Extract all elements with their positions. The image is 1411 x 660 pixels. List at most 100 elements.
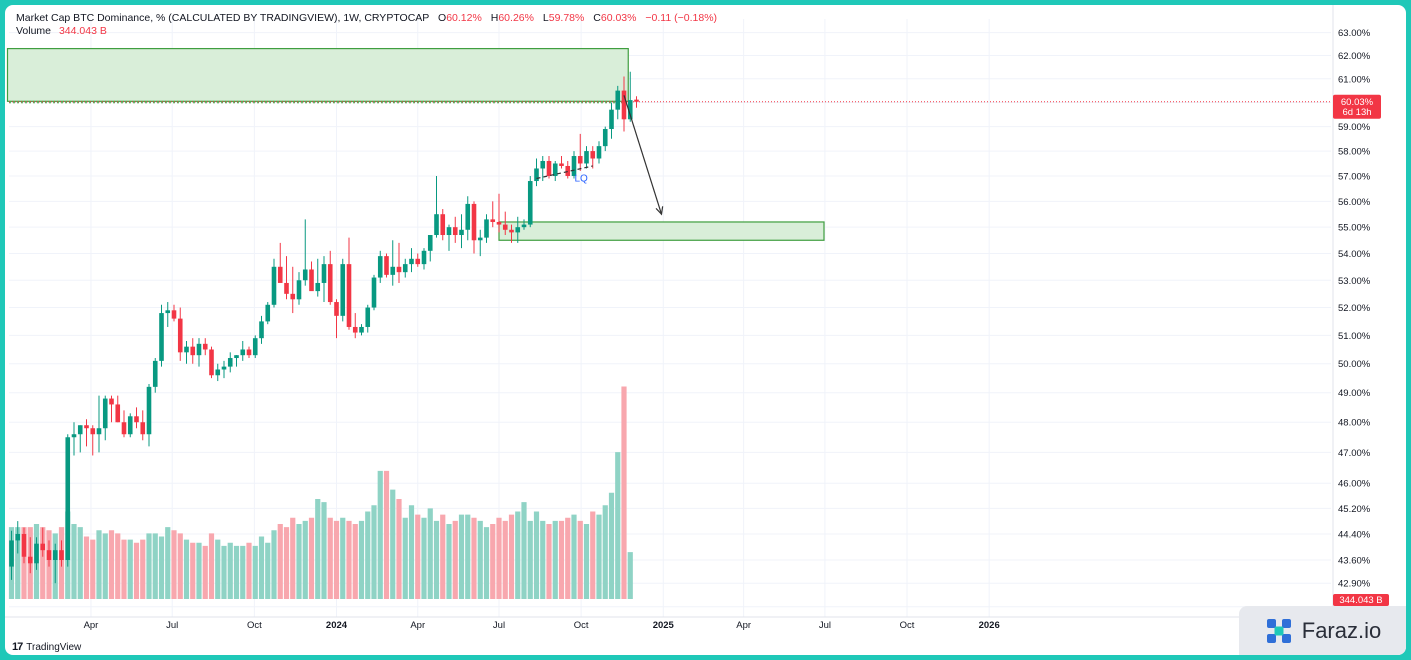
volume-bar bbox=[171, 530, 177, 599]
volume-bar bbox=[190, 542, 196, 599]
candle bbox=[584, 146, 589, 169]
candle bbox=[146, 383, 152, 447]
candle-body bbox=[427, 235, 433, 251]
candle bbox=[621, 76, 627, 132]
volume-bar bbox=[127, 539, 133, 599]
candle bbox=[109, 395, 114, 423]
candle bbox=[15, 521, 21, 554]
candle-body bbox=[271, 266, 277, 305]
candle-body bbox=[302, 269, 308, 281]
y-tick-label: 47.00% bbox=[1338, 448, 1371, 459]
candle bbox=[602, 126, 608, 152]
candle-body bbox=[121, 422, 127, 435]
volume-bar bbox=[421, 517, 427, 599]
candle bbox=[40, 527, 46, 557]
candle-body bbox=[296, 280, 302, 300]
candle bbox=[521, 219, 527, 230]
price-badge-countdown: 6d 13h bbox=[1342, 107, 1371, 118]
candle-body bbox=[190, 346, 196, 356]
candle-body bbox=[52, 550, 58, 561]
y-tick-label: 55.00% bbox=[1338, 223, 1371, 234]
volume-bar bbox=[602, 505, 608, 599]
volume-bar bbox=[177, 533, 183, 599]
candle bbox=[252, 335, 258, 359]
y-tick-label: 57.00% bbox=[1338, 171, 1371, 182]
volume-bar bbox=[608, 492, 615, 599]
candle-body bbox=[146, 386, 152, 435]
candle-body bbox=[490, 219, 496, 222]
volume-series bbox=[8, 386, 633, 599]
candle-body bbox=[284, 282, 289, 294]
candle-body bbox=[65, 437, 71, 561]
candle-body bbox=[290, 293, 296, 300]
candle bbox=[259, 315, 264, 344]
volume-value: 344.043 B bbox=[58, 25, 107, 37]
volume-bar bbox=[252, 545, 258, 599]
x-tick-label: Apr bbox=[84, 620, 99, 631]
volume-bar bbox=[440, 514, 446, 599]
volume-bar bbox=[202, 545, 208, 599]
volume-bar bbox=[215, 539, 221, 599]
candle-body bbox=[96, 428, 102, 435]
x-tick-label: Jul bbox=[819, 620, 831, 631]
candle bbox=[65, 434, 71, 567]
candle bbox=[590, 146, 596, 169]
volume-bar bbox=[552, 520, 558, 599]
candle bbox=[546, 156, 552, 179]
candle-body bbox=[21, 533, 27, 557]
volume-bar bbox=[621, 386, 627, 599]
y-tick-label: 54.00% bbox=[1338, 249, 1371, 260]
candle-body bbox=[184, 346, 189, 353]
candle bbox=[409, 248, 414, 273]
volume-bar bbox=[258, 536, 265, 599]
volume-bar bbox=[496, 517, 502, 599]
candle-body bbox=[634, 99, 639, 102]
candle bbox=[196, 338, 202, 367]
volume-bar bbox=[140, 539, 146, 599]
candle bbox=[277, 242, 283, 283]
candle-body bbox=[565, 165, 571, 176]
candle bbox=[502, 211, 508, 236]
volume-badge: 344.043 B bbox=[1333, 594, 1389, 606]
candle-body bbox=[421, 250, 427, 265]
volume-bar bbox=[333, 520, 340, 599]
candle-body bbox=[9, 540, 14, 567]
candle bbox=[371, 274, 377, 311]
volume-bar bbox=[402, 517, 408, 599]
price-chart[interactable]: Apr Jul Oct 2024 Apr Jul Oct 2025 Apr Jul Oct 2026 6… bbox=[5, 5, 1406, 655]
volume-bar bbox=[165, 527, 171, 599]
candle bbox=[596, 141, 602, 164]
candle-body bbox=[546, 160, 552, 176]
volume-bar bbox=[515, 511, 521, 599]
candle bbox=[209, 346, 214, 379]
volume-bar bbox=[471, 517, 477, 599]
high-value: 60.26% bbox=[498, 12, 534, 24]
x-tick-label: Jul bbox=[493, 620, 505, 631]
candle bbox=[159, 304, 164, 367]
candle bbox=[134, 407, 139, 429]
candle bbox=[152, 358, 158, 393]
candle bbox=[421, 248, 427, 270]
candle bbox=[190, 338, 196, 364]
volume-bar bbox=[540, 520, 546, 599]
candle bbox=[102, 395, 108, 441]
candle-body bbox=[196, 343, 202, 356]
tradingview-logo[interactable]: 17 TradingView bbox=[12, 641, 81, 653]
candle bbox=[327, 250, 333, 305]
volume-bar bbox=[483, 527, 490, 599]
volume-bar bbox=[40, 527, 46, 599]
candle-body bbox=[596, 146, 602, 159]
candle-body bbox=[496, 221, 502, 225]
candle bbox=[177, 307, 183, 361]
candle-body bbox=[402, 264, 408, 273]
candle bbox=[171, 304, 177, 322]
volume-bar bbox=[596, 514, 602, 599]
volume-bar bbox=[90, 539, 96, 599]
candle bbox=[284, 256, 289, 300]
candle bbox=[615, 85, 621, 120]
open-value: 60.12% bbox=[446, 12, 482, 24]
candle-body bbox=[584, 151, 589, 164]
candle-series bbox=[9, 71, 639, 584]
candle bbox=[290, 266, 296, 314]
tradingview-icon: 17 bbox=[12, 641, 23, 653]
